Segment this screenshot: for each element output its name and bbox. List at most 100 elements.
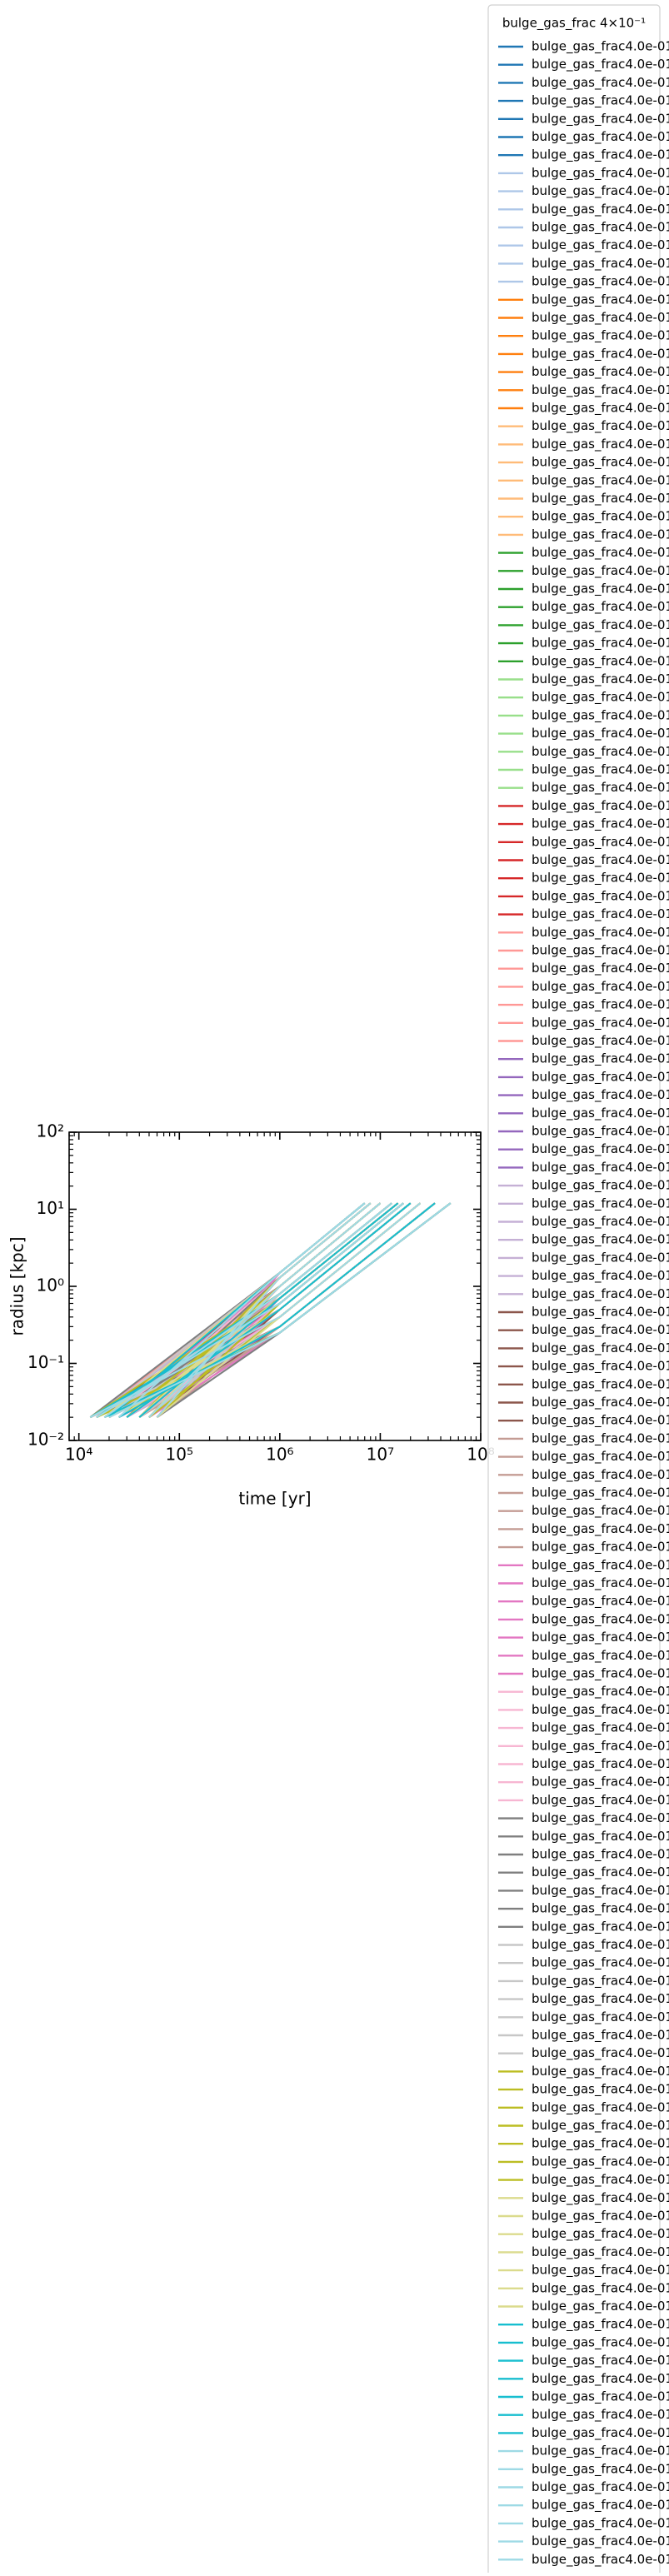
legend-label: bulge_gas_frac4.0e-01: [532, 1973, 669, 1989]
series-line: [89, 1202, 422, 1419]
legend-label: bulge_gas_frac4.0e-01: [532, 491, 669, 507]
legend-label: bulge_gas_frac4.0e-01: [532, 979, 669, 995]
legend-label: bulge_gas_frac4.0e-01: [532, 1250, 669, 1266]
legend-label: bulge_gas_frac4.0e-01: [532, 2209, 669, 2224]
legend-label: bulge_gas_frac4.0e-01: [532, 1630, 669, 1645]
legend-label: bulge_gas_frac4.0e-01: [532, 780, 669, 796]
legend-label: bulge_gas_frac4.0e-01: [532, 834, 669, 850]
legend-label: bulge_gas_frac4.0e-01: [532, 2082, 669, 2098]
legend-label: bulge_gas_frac4.0e-01: [532, 1594, 669, 1610]
y-axis-label: radius [kpc]: [7, 1236, 27, 1335]
legend-label: bulge_gas_frac4.0e-01: [532, 2353, 669, 2369]
y-tick-label: 10⁰: [37, 1276, 64, 1295]
legend-label: bulge_gas_frac4.0e-01: [532, 1901, 669, 1917]
x-axis-label: time [yr]: [238, 1489, 311, 1509]
legend-label: bulge_gas_frac4.0e-01: [532, 1467, 669, 1483]
legend-label: bulge_gas_frac4.0e-01: [532, 1286, 669, 1302]
legend-label: bulge_gas_frac4.0e-01: [532, 183, 669, 199]
legend-label: bulge_gas_frac4.0e-01: [532, 292, 669, 307]
legend-label: bulge_gas_frac4.0e-01: [532, 2407, 669, 2423]
series-line: [89, 1202, 366, 1418]
legend-label: bulge_gas_frac4.0e-01: [532, 726, 669, 741]
legend-label: bulge_gas_frac4.0e-01: [532, 636, 669, 651]
legend-label: bulge_gas_frac4.0e-01: [532, 2479, 669, 2495]
legend-label: bulge_gas_frac4.0e-01: [532, 599, 669, 615]
legend-label: bulge_gas_frac4.0e-01: [532, 2190, 669, 2206]
x-tick-label: 10⁷: [367, 1445, 394, 1465]
legend-label: bulge_gas_frac4.0e-01: [532, 1033, 669, 1049]
legend-label: bulge_gas_frac4.0e-01: [532, 1322, 669, 1338]
series-line: [108, 1202, 452, 1419]
legend-label: bulge_gas_frac4.0e-01: [532, 364, 669, 380]
legend-label: bulge_gas_frac4.0e-01: [532, 93, 669, 109]
legend-label: bulge_gas_frac4.0e-01: [532, 2154, 669, 2169]
legend-label: bulge_gas_frac4.0e-01: [532, 2172, 669, 2188]
legend-label: bulge_gas_frac4.0e-01: [532, 147, 669, 163]
legend-label: bulge_gas_frac4.0e-01: [532, 1503, 669, 1519]
legend-label: bulge_gas_frac4.0e-01: [532, 2009, 669, 2025]
legend-label: bulge_gas_frac4.0e-01: [532, 2552, 669, 2568]
legend-label: bulge_gas_frac4.0e-01: [532, 1575, 669, 1591]
legend-label: bulge_gas_frac4.0e-01: [532, 202, 669, 217]
y-tick-label: 10¹: [37, 1198, 64, 1218]
legend-label: bulge_gas_frac4.0e-01: [532, 382, 669, 398]
legend-label: bulge_gas_frac4.0e-01: [532, 2263, 669, 2279]
legend-label: bulge_gas_frac4.0e-01: [532, 744, 669, 760]
legend-label: bulge_gas_frac4.0e-01: [532, 888, 669, 904]
legend-label: bulge_gas_frac4.0e-01: [532, 2028, 669, 2044]
legend-label: bulge_gas_frac4.0e-01: [532, 527, 669, 542]
legend-label: bulge_gas_frac4.0e-01: [532, 1991, 669, 2007]
legend-label: bulge_gas_frac4.0e-01: [532, 2371, 669, 2387]
legend-label: bulge_gas_frac4.0e-01: [532, 2461, 669, 2477]
legend-label: bulge_gas_frac4.0e-01: [532, 509, 669, 525]
legend-label: bulge_gas_frac4.0e-01: [532, 346, 669, 362]
legend-label: bulge_gas_frac4.0e-01: [532, 39, 669, 55]
legend-label: bulge_gas_frac4.0e-01: [532, 1413, 669, 1429]
legend-label: bulge_gas_frac4.0e-01: [532, 1430, 669, 1446]
legend-label: bulge_gas_frac4.0e-01: [532, 2280, 669, 2296]
y-tick-label: 10⁻²: [27, 1430, 64, 1450]
legend-label: bulge_gas_frac4.0e-01: [532, 111, 669, 127]
legend-label: bulge_gas_frac4.0e-01: [532, 237, 669, 253]
legend-label: bulge_gas_frac4.0e-01: [532, 2099, 669, 2115]
legend-label: bulge_gas_frac4.0e-01: [532, 1847, 669, 1863]
legend-label: bulge_gas_frac4.0e-01: [532, 1069, 669, 1085]
x-tick-label: 10⁴: [65, 1445, 92, 1465]
legend-label: bulge_gas_frac4.0e-01: [532, 1702, 669, 1718]
legend-label: bulge_gas_frac4.0e-01: [532, 1883, 669, 1899]
legend-label: bulge_gas_frac4.0e-01: [532, 1540, 669, 1555]
legend-label: bulge_gas_frac4.0e-01: [532, 1359, 669, 1375]
series-line: [138, 1202, 399, 1418]
series-line: [103, 1202, 392, 1418]
series-line: [118, 1202, 436, 1419]
legend-label: bulge_gas_frac4.0e-01: [532, 418, 669, 434]
legend-label: bulge_gas_frac4.0e-01: [532, 472, 669, 488]
legend-label: bulge_gas_frac4.0e-01: [532, 1124, 669, 1140]
legend-label: bulge_gas_frac4.0e-01: [532, 1196, 669, 1211]
legend-label: bulge_gas_frac4.0e-01: [532, 1792, 669, 1808]
legend-label: bulge_gas_frac4.0e-01: [532, 1305, 669, 1320]
legend-label: bulge_gas_frac4.0e-01: [532, 1087, 669, 1103]
legend-label: bulge_gas_frac4.0e-01: [532, 943, 669, 959]
legend-label: bulge_gas_frac4.0e-01: [532, 1756, 669, 1772]
legend-label: bulge_gas_frac4.0e-01: [532, 2118, 669, 2134]
legend-label: bulge_gas_frac4.0e-01: [532, 563, 669, 579]
legend-label: bulge_gas_frac4.0e-01: [532, 1557, 669, 1573]
legend-label: bulge_gas_frac4.0e-01: [532, 220, 669, 236]
legend-label: bulge_gas_frac4.0e-01: [532, 1829, 669, 1845]
legend-label: bulge_gas_frac4.0e-01: [532, 1919, 669, 1934]
legend-label: bulge_gas_frac4.0e-01: [532, 671, 669, 687]
legend-label: bulge_gas_frac4.0e-01: [532, 455, 669, 471]
legend-label: bulge_gas_frac4.0e-01: [532, 617, 669, 633]
legend-label: bulge_gas_frac4.0e-01: [532, 75, 669, 91]
legend-label: bulge_gas_frac4.0e-01: [532, 437, 669, 452]
plot-lines: [89, 1202, 452, 1419]
legend-label: bulge_gas_frac4.0e-01: [532, 1485, 669, 1501]
legend-label: bulge_gas_frac4.0e-01: [532, 2136, 669, 2152]
legend-label: bulge_gas_frac4.0e-01: [532, 1775, 669, 1790]
legend-label: bulge_gas_frac4.0e-01: [532, 1141, 669, 1157]
legend-label: bulge_gas_frac4.0e-01: [532, 2534, 669, 2549]
legend-label: bulge_gas_frac4.0e-01: [532, 1720, 669, 1736]
legend-label: bulge_gas_frac4.0e-01: [532, 925, 669, 941]
